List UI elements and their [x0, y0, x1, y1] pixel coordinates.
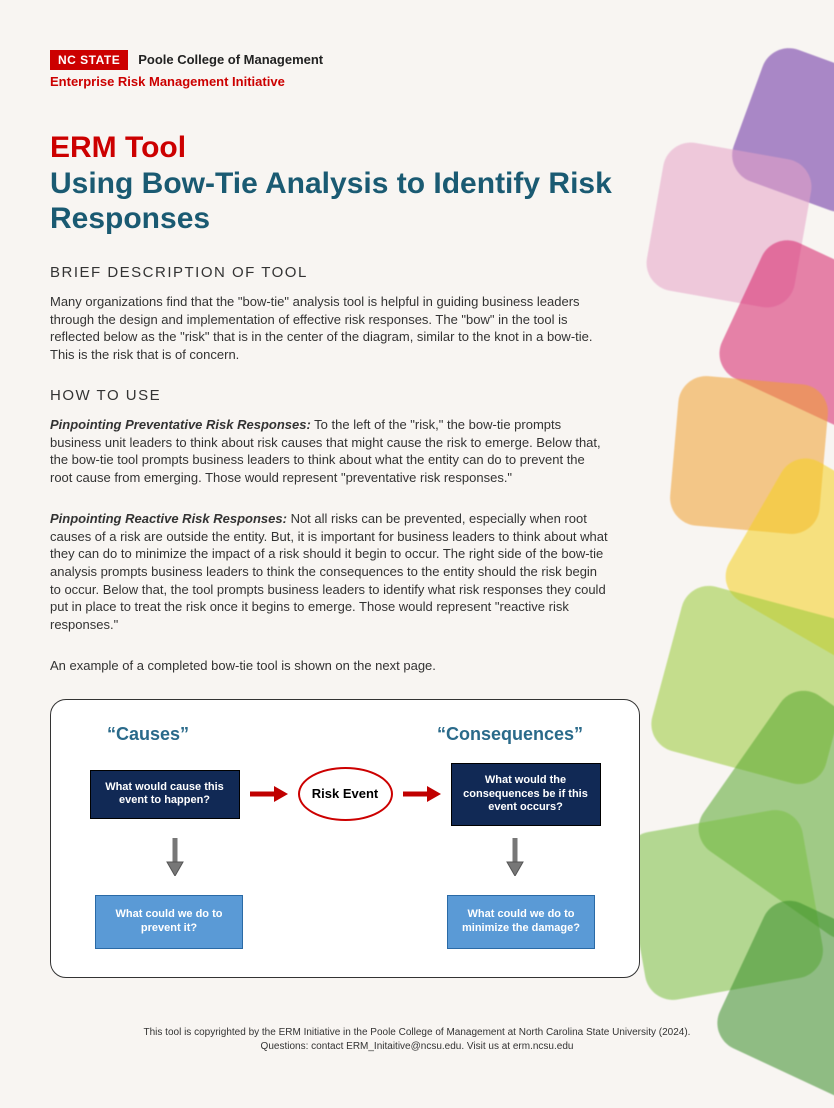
- arrow-down-icon: [505, 838, 525, 881]
- para2-body: Not all risks can be prevented, especial…: [50, 511, 608, 631]
- para1-head: Pinpointing Preventative Risk Responses:: [50, 417, 311, 432]
- closing-line: An example of a completed bow-tie tool i…: [50, 657, 610, 675]
- title-blue: Using Bow-Tie Analysis to Identify Risk …: [50, 167, 664, 236]
- para2-head: Pinpointing Reactive Risk Responses:: [50, 511, 287, 526]
- initiative-name: Enterprise Risk Management Initiative: [50, 74, 664, 89]
- causes-box: What would cause this event to happen?: [90, 770, 240, 820]
- para-preventative: Pinpointing Preventative Risk Responses:…: [50, 416, 610, 486]
- risk-event-oval: Risk Event: [298, 767, 393, 821]
- section2-heading: HOW TO USE: [50, 387, 664, 404]
- nc-state-badge: NC STATE: [50, 50, 128, 70]
- minimize-box: What could we do to minimize the damage?: [447, 895, 595, 949]
- consequences-box: What would the consequences be if this e…: [451, 763, 601, 826]
- bowtie-diagram: “Causes” “Consequences” What would cause…: [50, 699, 640, 978]
- arrow-right-icon: [403, 784, 441, 804]
- footer-line2: Questions: contact ERM_Initaitive@ncsu.e…: [100, 1040, 734, 1054]
- page-content: NC STATE Poole College of Management Ent…: [0, 0, 834, 998]
- consequences-label: “Consequences”: [437, 724, 583, 745]
- footer: This tool is copyrighted by the ERM Init…: [0, 1026, 834, 1054]
- causes-label: “Causes”: [107, 724, 189, 745]
- college-name: Poole College of Management: [138, 50, 323, 67]
- section1-body: Many organizations find that the "bow-ti…: [50, 293, 610, 363]
- arrow-down-icon: [165, 838, 185, 881]
- section1-heading: BRIEF DESCRIPTION OF TOOL: [50, 264, 664, 281]
- footer-line1: This tool is copyrighted by the ERM Init…: [100, 1026, 734, 1040]
- para-reactive: Pinpointing Reactive Risk Responses: Not…: [50, 510, 610, 633]
- org-header: NC STATE Poole College of Management: [50, 50, 664, 70]
- arrow-right-icon: [250, 784, 288, 804]
- prevent-box: What could we do to prevent it?: [95, 895, 243, 949]
- title-red: ERM Tool: [50, 131, 664, 165]
